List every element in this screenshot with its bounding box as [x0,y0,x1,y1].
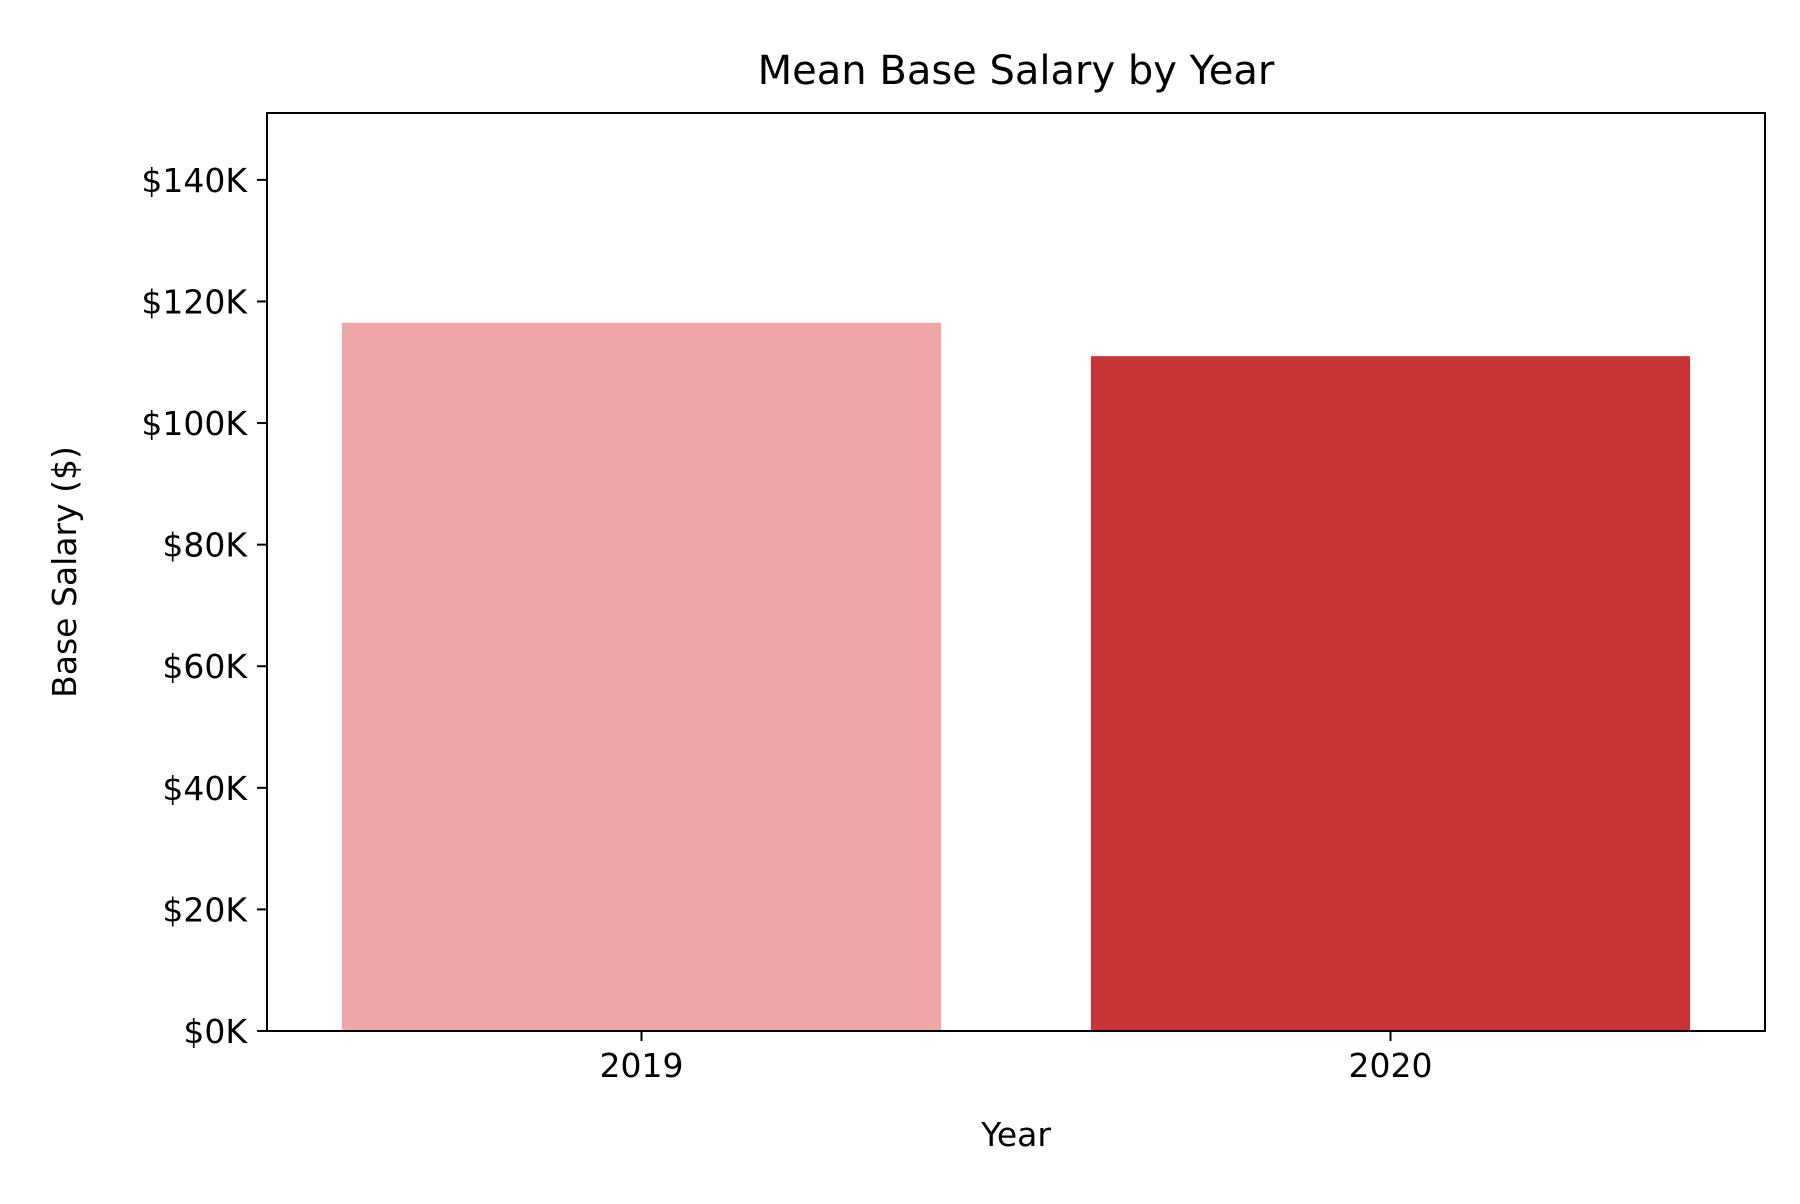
x-axis-label: Year [980,1115,1051,1154]
bars-layer [341,322,1691,1032]
bar-2019 [341,322,942,1032]
y-tick-label-140000: $140K [141,161,248,200]
x-tick-label-2019: 2019 [600,1046,684,1085]
y-tick-label-100000: $100K [141,404,248,443]
y-tick-label-20000: $20K [162,890,248,929]
y-axis: $0K $20K $40K $60K $80K $100K $120K $140K [141,161,267,1051]
chart-title: Mean Base Salary by Year [758,48,1275,94]
x-tick-label-2020: 2020 [1349,1046,1433,1085]
y-tick-label-0: $0K [183,1012,248,1051]
y-tick-label-80000: $80K [162,526,248,565]
y-tick-label-120000: $120K [141,282,248,321]
x-axis: 2019 2020 [600,1031,1433,1085]
y-axis-label: Base Salary ($) [45,446,84,698]
y-tick-label-60000: $60K [162,647,248,686]
y-tick-label-40000: $40K [162,769,248,808]
bar-2020 [1090,356,1691,1031]
plot-frame [266,112,1766,1032]
